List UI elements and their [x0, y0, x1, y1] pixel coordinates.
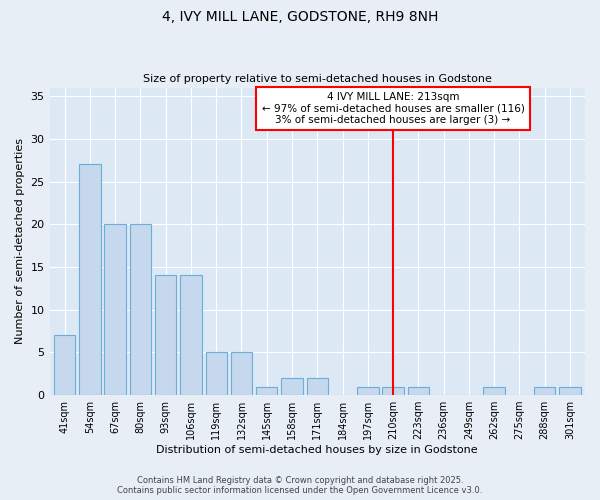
- Bar: [559, 386, 581, 395]
- Text: Contains HM Land Registry data © Crown copyright and database right 2025.
Contai: Contains HM Land Registry data © Crown c…: [118, 476, 482, 495]
- Bar: [534, 386, 556, 395]
- Bar: [206, 352, 227, 395]
- Bar: [281, 378, 303, 395]
- Bar: [407, 386, 429, 395]
- X-axis label: Distribution of semi-detached houses by size in Godstone: Distribution of semi-detached houses by …: [157, 445, 478, 455]
- Text: 4 IVY MILL LANE: 213sqm
← 97% of semi-detached houses are smaller (116)
3% of se: 4 IVY MILL LANE: 213sqm ← 97% of semi-de…: [262, 92, 524, 125]
- Bar: [130, 224, 151, 395]
- Bar: [357, 386, 379, 395]
- Bar: [79, 164, 101, 395]
- Bar: [484, 386, 505, 395]
- Bar: [382, 386, 404, 395]
- Bar: [54, 336, 76, 395]
- Text: 4, IVY MILL LANE, GODSTONE, RH9 8NH: 4, IVY MILL LANE, GODSTONE, RH9 8NH: [162, 10, 438, 24]
- Bar: [256, 386, 277, 395]
- Bar: [231, 352, 252, 395]
- Bar: [104, 224, 126, 395]
- Bar: [307, 378, 328, 395]
- Y-axis label: Number of semi-detached properties: Number of semi-detached properties: [15, 138, 25, 344]
- Title: Size of property relative to semi-detached houses in Godstone: Size of property relative to semi-detach…: [143, 74, 492, 84]
- Bar: [180, 276, 202, 395]
- Bar: [155, 276, 176, 395]
